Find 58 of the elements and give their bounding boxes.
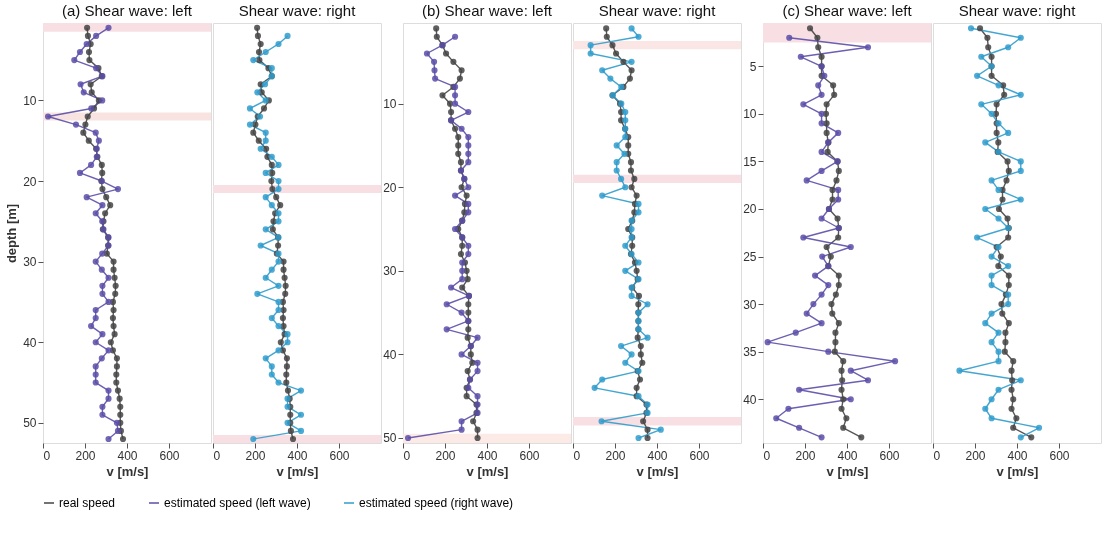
- y-tick-label: 40: [23, 335, 37, 350]
- y-tick-label: 40: [743, 392, 757, 407]
- x-tick-label: 400: [1007, 448, 1028, 463]
- chart-title: Shear wave: right: [238, 2, 357, 19]
- x-axis-title: v [m/s]: [276, 463, 319, 479]
- x-tick-label: 0: [403, 448, 411, 463]
- y-tick-label: 10: [383, 97, 397, 112]
- x-tick-label: 200: [435, 448, 456, 463]
- y-tick-label: 30: [743, 297, 757, 312]
- x-tick-label: 600: [329, 448, 350, 463]
- y-tick-label: 50: [383, 431, 397, 446]
- x-axis-title: v [m/s]: [106, 463, 149, 479]
- x-tick-label: 200: [75, 448, 96, 463]
- x-tick-label: 200: [795, 448, 816, 463]
- x-tick-label: 400: [287, 448, 308, 463]
- x-tick-label: 600: [879, 448, 900, 463]
- x-tick-label: 200: [245, 448, 266, 463]
- y-tick-label: 40: [383, 347, 397, 362]
- legend-label: estimated speed (right wave): [359, 496, 514, 510]
- chart-title: (b) Shear wave: left: [421, 2, 553, 19]
- x-tick-label: 0: [763, 448, 771, 463]
- chart-title: Shear wave: right: [598, 2, 717, 19]
- x-tick-label: 0: [573, 448, 581, 463]
- chart-title: (a) Shear wave: left: [61, 2, 193, 19]
- x-tick-label: 600: [159, 448, 180, 463]
- legend-label: real speed: [59, 496, 116, 510]
- y-tick-label: 30: [23, 255, 37, 270]
- x-axis-title: v [m/s]: [826, 463, 869, 479]
- y-tick-label: 25: [743, 250, 757, 265]
- x-tick-label: 0: [43, 448, 51, 463]
- chart-title: Shear wave: right: [958, 2, 1077, 19]
- x-tick-label: 200: [965, 448, 986, 463]
- x-tick-label: 0: [213, 448, 221, 463]
- x-tick-label: 600: [689, 448, 710, 463]
- x-tick-label: 600: [1049, 448, 1070, 463]
- y-tick-label: 20: [383, 180, 397, 195]
- x-tick-label: 600: [519, 448, 540, 463]
- x-tick-label: 400: [117, 448, 138, 463]
- y-tick-label: 35: [743, 345, 757, 360]
- x-tick-label: 400: [837, 448, 858, 463]
- y-tick-label: 20: [743, 202, 757, 217]
- x-tick-label: 400: [647, 448, 668, 463]
- x-axis-title: v [m/s]: [466, 463, 509, 479]
- x-tick-label: 0: [933, 448, 941, 463]
- x-axis-title: v [m/s]: [636, 463, 679, 479]
- legend-label: estimated speed (left wave): [164, 496, 311, 510]
- y-tick-label: 30: [383, 264, 397, 279]
- y-tick-label: 10: [23, 93, 37, 108]
- y-tick-label: 10: [743, 107, 757, 122]
- y-tick-label: 50: [23, 416, 37, 431]
- x-tick-label: 200: [605, 448, 626, 463]
- y-axis-title: depth [m]: [4, 203, 20, 264]
- x-tick-label: 400: [477, 448, 498, 463]
- y-tick-label: 20: [23, 174, 37, 189]
- y-tick-label: 5: [749, 59, 757, 74]
- chart-title: (c) Shear wave: left: [782, 2, 913, 19]
- y-tick-label: 15: [743, 154, 757, 169]
- x-axis-title: v [m/s]: [996, 463, 1039, 479]
